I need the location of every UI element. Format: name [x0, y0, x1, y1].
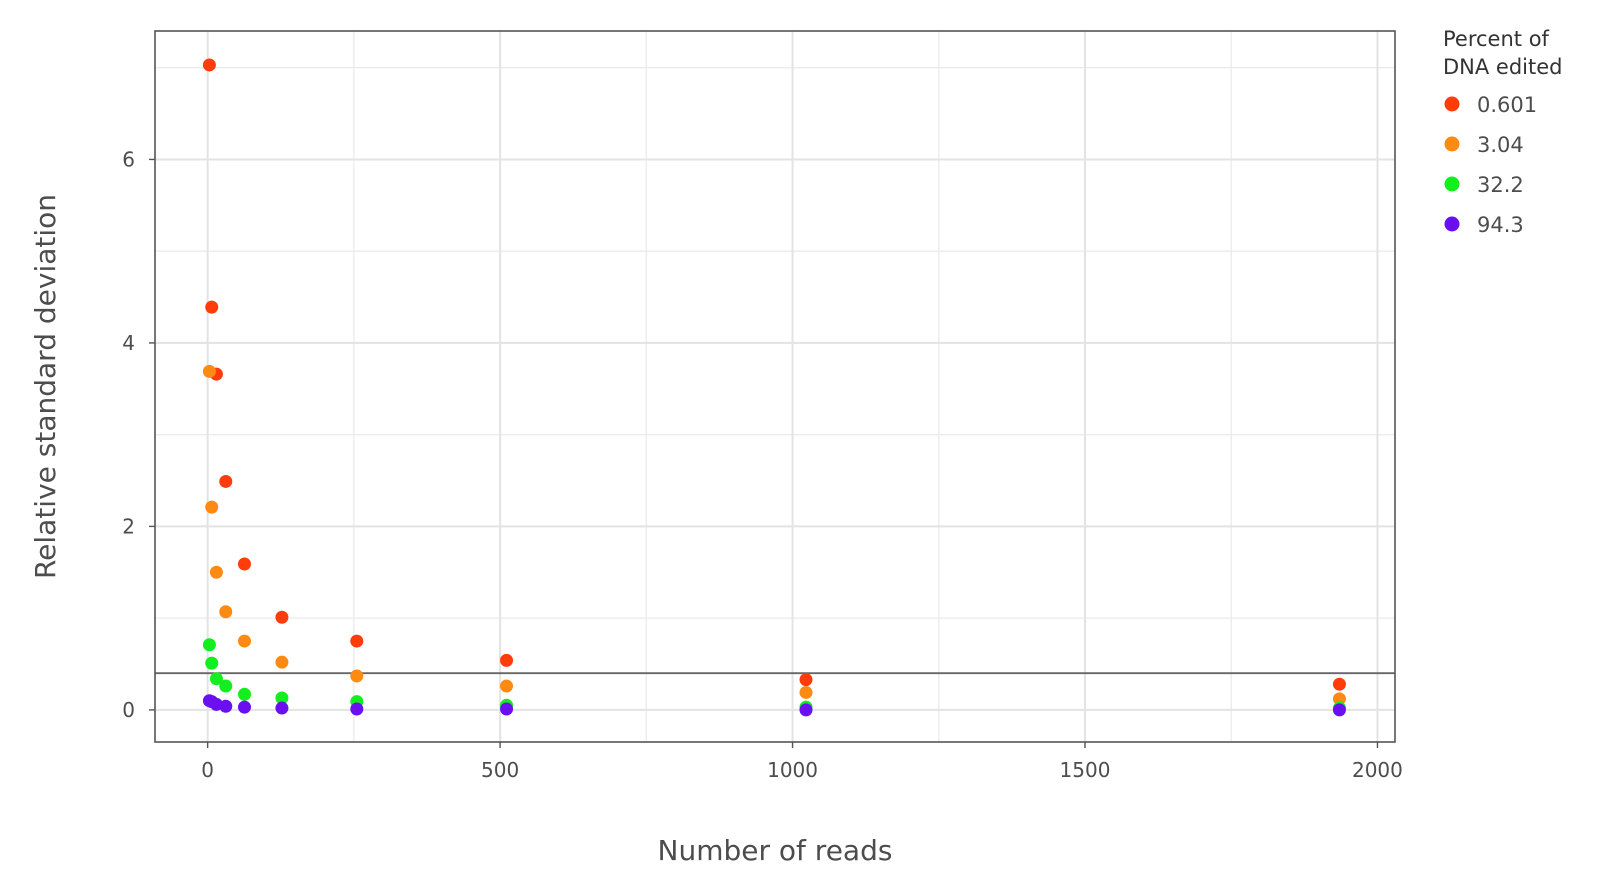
data-point-series-94.3	[799, 703, 813, 717]
data-point-series-0.601	[275, 610, 289, 624]
x-axis-ticks: 0 500 1000 1500 2000	[201, 742, 1403, 782]
grid-lines	[155, 31, 1395, 742]
y-axis-ticks: 0 2 4 6	[122, 147, 155, 722]
data-point-series-0.601	[202, 58, 216, 72]
data-point-series-3.04	[350, 669, 364, 683]
data-point-series-3.04	[1332, 692, 1346, 706]
legend-title-line-1: Percent of	[1443, 27, 1550, 51]
data-point-series-94.3	[1332, 703, 1346, 717]
legend-key-3.04	[1444, 136, 1460, 152]
data-point-series-94.3	[237, 700, 251, 714]
legend-label-32.2: 32.2	[1477, 173, 1524, 197]
legend-label-0.601: 0.601	[1477, 93, 1537, 117]
y-axis-title: Relative standard deviation	[29, 194, 62, 579]
data-point-series-94.3	[219, 699, 233, 713]
legend-label-3.04: 3.04	[1477, 133, 1524, 157]
data-point-series-3.04	[799, 685, 813, 699]
x-tick-label: 2000	[1352, 758, 1403, 782]
data-point-series-0.601	[799, 673, 813, 687]
data-point-series-32.2	[275, 691, 289, 705]
y-tick-label: 2	[122, 514, 135, 538]
data-point-series-32.2	[202, 638, 216, 652]
data-point-series-0.601	[1332, 677, 1346, 691]
data-point-series-3.04	[275, 655, 289, 669]
x-tick-label: 1500	[1060, 758, 1111, 782]
legend-key-0.601	[1444, 96, 1460, 112]
data-point-series-3.04	[205, 500, 219, 514]
data-point-series-32.2	[205, 656, 219, 670]
y-tick-label: 4	[122, 331, 135, 355]
data-point-series-3.04	[500, 679, 514, 693]
data-point-series-0.601	[500, 653, 514, 667]
data-point-series-0.601	[205, 300, 219, 314]
legend: Percent of DNA edited 0.601 3.04 32.2 94.3	[1443, 27, 1563, 237]
y-tick-label: 6	[122, 147, 135, 171]
data-point-series-94.3	[350, 702, 364, 716]
data-point-series-3.04	[219, 605, 233, 619]
data-point-series-32.2	[209, 672, 223, 686]
data-point-series-32.2	[237, 687, 251, 701]
data-point-series-32.2	[219, 679, 233, 693]
x-axis-title: Number of reads	[658, 834, 893, 867]
legend-key-32.2	[1444, 176, 1460, 192]
x-tick-label: 1000	[767, 758, 818, 782]
data-point-series-94.3	[275, 701, 289, 715]
legend-label-94.3: 94.3	[1477, 213, 1524, 237]
data-points	[202, 58, 1346, 717]
data-point-series-3.04	[202, 364, 216, 378]
y-tick-label: 0	[122, 698, 135, 722]
x-tick-label: 0	[201, 758, 214, 782]
legend-title-line-2: DNA edited	[1443, 55, 1563, 79]
data-point-series-3.04	[209, 565, 223, 579]
data-point-series-94.3	[500, 702, 514, 716]
data-point-series-0.601	[237, 557, 251, 571]
plot-panel-border	[154, 30, 1396, 743]
data-point-series-0.601	[219, 474, 233, 488]
data-point-series-0.601	[350, 634, 364, 648]
legend-key-94.3	[1444, 216, 1460, 232]
x-tick-label: 500	[481, 758, 519, 782]
data-point-series-3.04	[237, 634, 251, 648]
